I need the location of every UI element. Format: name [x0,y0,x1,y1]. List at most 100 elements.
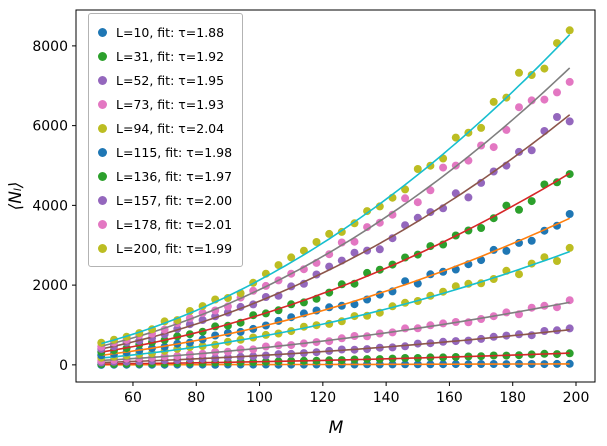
fit-line [101,328,570,364]
legend-label: L=52, fit: τ=1.95 [116,72,225,88]
x-tick-label: 100 [246,390,273,406]
x-axis: 60 80 100 120 140 160 180 200 [124,382,589,406]
x-axis-label: M [328,418,344,438]
legend-label: L=10, fit: τ=1.88 [116,24,225,40]
x-tick-label: 60 [124,390,142,406]
axes-frame [75,9,596,383]
legend-marker [98,219,107,229]
scatter-point [540,95,549,104]
legend-entry: L=200, fit: τ=1.99 [98,236,232,260]
legend-marker [98,99,107,109]
scatter-point [527,236,536,245]
scatter-point [515,270,523,279]
scatter-point [439,163,448,172]
legend-entry: L=157, fit: τ=2.00 [98,188,232,212]
legend-entry: L=115, fit: τ=1.98 [98,140,232,164]
scatter-point [401,194,410,203]
x-tick-label: 160 [436,390,463,406]
x-tick-label: 200 [563,390,590,406]
series-L10 [97,359,574,369]
scatter-point [477,224,486,232]
legend-label: L=178, fit: τ=2.01 [116,216,233,232]
fit-line [101,172,571,353]
legend-entry: L=10, fit: τ=1.88 [98,20,232,44]
legend-entry: L=73, fit: τ=1.93 [98,92,232,116]
series-L200 [97,26,574,347]
scatter-point [464,193,473,202]
scatter-point [527,71,536,79]
legend-marker [98,51,107,61]
x-tick-label: 120 [309,390,336,406]
scatter-point [527,96,536,105]
scatter-point [363,332,372,341]
legend-label: L=73, fit: τ=1.93 [116,96,225,112]
legend-label: L=136, fit: τ=1.97 [116,168,233,184]
scatter-point [401,185,410,194]
scatter-point [363,223,372,232]
legend-entry: L=136, fit: τ=1.97 [98,164,232,188]
scatter-point [325,229,334,238]
scatter-point [565,77,574,86]
series-L157 [97,113,574,353]
fit-line [101,250,570,359]
legend-entry: L=178, fit: τ=2.01 [98,212,232,236]
scatter-point [527,331,536,340]
legend-label: L=200, fit: τ=1.99 [116,240,233,256]
y-axis: 0 2000 4000 6000 8000 [32,39,76,374]
scatter-point [553,257,561,265]
scatter-point [350,237,359,246]
fit-line [101,34,571,345]
legend-entry: L=31, fit: τ=1.92 [98,44,232,68]
scatter-point [477,123,486,132]
fit-line [101,301,570,362]
fit-line [101,217,571,356]
legend-label: L=31, fit: τ=1.92 [116,48,225,64]
scatter-point [388,210,397,219]
legend-label: L=157, fit: τ=2.00 [116,192,233,208]
scatter-point [413,198,422,207]
legend-marker [98,195,107,205]
scatter-point [489,143,498,152]
fit-line [101,363,570,366]
y-tick-label: 6000 [32,119,68,135]
scatter-point [527,197,536,206]
scatter-point [363,207,372,216]
scatter-point [375,245,384,254]
legend-marker [98,27,107,37]
legend-marker [98,123,107,133]
y-tick-label: 4000 [32,198,68,214]
data-layer [97,26,574,369]
scatter-point [413,165,422,173]
x-tick-label: 80 [187,390,205,406]
scatter-point [540,327,549,335]
scatter-point [527,146,536,155]
legend-marker [98,75,107,85]
scatter-point [426,242,435,251]
scatter-point [502,246,511,255]
scatter-point [299,322,308,331]
scatter-point [401,342,410,351]
scatter-point [350,248,359,257]
scatter-point [426,186,435,195]
x-tick-label: 180 [499,390,526,406]
scatter-point [515,147,523,156]
scatter-point [261,342,270,351]
scatter-point [565,324,574,333]
legend-entry: L=52, fit: τ=1.95 [98,68,232,92]
y-tick-label: 0 [59,358,68,374]
scatter-point [274,261,283,270]
legend: L=10, fit: τ=1.88 L=31, fit: τ=1.92 L=52, … [88,13,244,267]
series-L94 [97,243,574,362]
scatter-point [553,113,561,121]
scatter-point [515,205,523,214]
scatter-point [565,210,574,218]
scatter-point [451,133,460,142]
x-tick-label: 140 [373,390,400,406]
scatter-point [502,125,511,134]
scatter-point [388,234,397,243]
fit-line [101,114,571,350]
fit-line [101,352,570,365]
y-tick-label: 8000 [32,39,68,55]
